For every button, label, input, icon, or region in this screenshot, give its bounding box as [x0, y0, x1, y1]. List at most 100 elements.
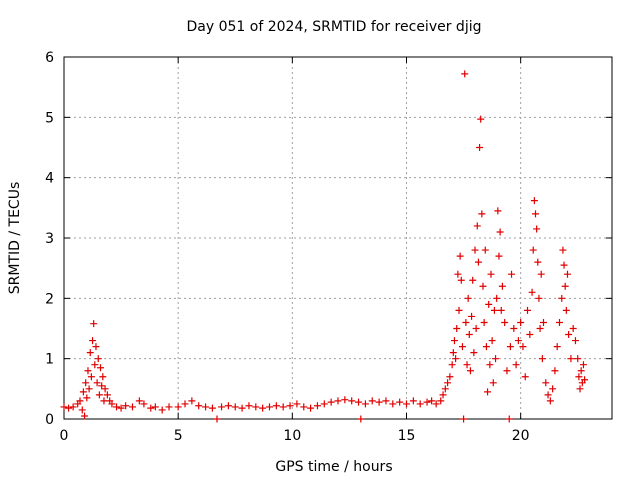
- grid: [64, 57, 612, 419]
- data-point: [213, 415, 221, 423]
- data-point: [272, 402, 280, 410]
- data-point: [484, 388, 492, 396]
- x-tick-label: 5: [174, 428, 183, 444]
- data-point: [151, 403, 159, 411]
- data-point: [497, 306, 505, 314]
- data-point: [558, 294, 566, 302]
- data-point: [535, 294, 543, 302]
- data-point: [456, 252, 464, 260]
- data-point: [466, 367, 474, 375]
- data-point: [480, 318, 488, 326]
- data-point: [113, 403, 121, 411]
- data-point: [489, 379, 497, 387]
- data-point: [259, 404, 267, 412]
- y-axis: 0 1 2 3 4 5 6: [45, 50, 612, 428]
- data-point: [493, 294, 501, 302]
- data-point: [103, 391, 111, 399]
- data-point: [396, 398, 404, 406]
- data-point: [174, 403, 182, 411]
- data-point: [519, 343, 527, 351]
- data-point: [79, 388, 87, 396]
- data-point: [441, 385, 449, 393]
- data-point: [245, 402, 253, 410]
- data-point: [526, 331, 534, 339]
- data-point: [416, 400, 424, 408]
- data-point: [165, 403, 173, 411]
- data-point: [536, 325, 544, 332]
- data-point: [567, 355, 575, 363]
- data-point: [82, 379, 90, 387]
- data-point: [99, 373, 107, 381]
- data-point: [361, 400, 369, 408]
- data-point: [368, 397, 376, 405]
- data-point: [481, 246, 489, 254]
- data-point: [494, 207, 502, 215]
- y-tick-label: 5: [45, 110, 54, 126]
- data-point: [538, 355, 546, 363]
- data-point: [448, 361, 456, 369]
- data-point: [92, 343, 100, 351]
- data-point: [521, 373, 529, 381]
- data-point: [454, 270, 462, 278]
- x-tick-label: 20: [512, 428, 530, 444]
- data-point: [529, 246, 537, 254]
- x-tick-label: 15: [398, 428, 416, 444]
- data-point: [202, 403, 210, 411]
- x-axis-label: GPS time / hours: [275, 459, 392, 475]
- chart-title: Day 051 of 2024, SRMTID for receiver dji…: [187, 19, 482, 35]
- data-point: [533, 225, 541, 233]
- data-point: [478, 210, 486, 218]
- data-point: [93, 379, 101, 387]
- data-point: [94, 355, 102, 363]
- data-point: [432, 400, 440, 408]
- data-point: [474, 258, 482, 266]
- data-point: [382, 397, 390, 405]
- data-point: [108, 400, 116, 408]
- data-point: [534, 258, 542, 266]
- data-point: [553, 343, 561, 351]
- x-axis: 0 5 10 15 20: [60, 57, 530, 444]
- data-point: [473, 222, 481, 230]
- data-point: [528, 288, 536, 296]
- data-point: [231, 403, 239, 411]
- data-point: [181, 400, 189, 408]
- data-point: [549, 385, 557, 393]
- data-point: [501, 318, 509, 326]
- data-point: [506, 343, 514, 351]
- data-point: [90, 320, 98, 328]
- data-point: [85, 385, 93, 393]
- data-point: [293, 400, 301, 408]
- data-point: [444, 379, 452, 387]
- data-point: [544, 391, 552, 399]
- data-point: [158, 406, 166, 414]
- data-point: [524, 306, 532, 314]
- data-point: [470, 349, 478, 357]
- data-point: [403, 400, 410, 408]
- y-tick-label: 6: [45, 50, 54, 66]
- y-tick-label: 0: [45, 412, 54, 428]
- data-point: [540, 318, 547, 326]
- data-point: [460, 415, 468, 423]
- data-point: [512, 361, 520, 369]
- data-point: [101, 385, 109, 393]
- data-point: [537, 270, 545, 278]
- data-point: [446, 373, 454, 381]
- data-point: [238, 404, 246, 412]
- data-point: [458, 343, 466, 351]
- data-point: [60, 403, 68, 411]
- data-point: [487, 270, 495, 278]
- data-point: [495, 252, 503, 260]
- data-point: [341, 396, 349, 404]
- data-point: [477, 115, 485, 123]
- data-point: [482, 343, 490, 351]
- data-point: [208, 404, 216, 412]
- data-point: [84, 367, 92, 375]
- data-series: [60, 70, 589, 423]
- data-point: [313, 402, 321, 410]
- data-point: [503, 367, 511, 375]
- data-point: [577, 367, 585, 375]
- data-point: [505, 415, 513, 423]
- data-point: [81, 412, 89, 420]
- y-tick-label: 3: [45, 231, 54, 247]
- data-point: [428, 397, 436, 405]
